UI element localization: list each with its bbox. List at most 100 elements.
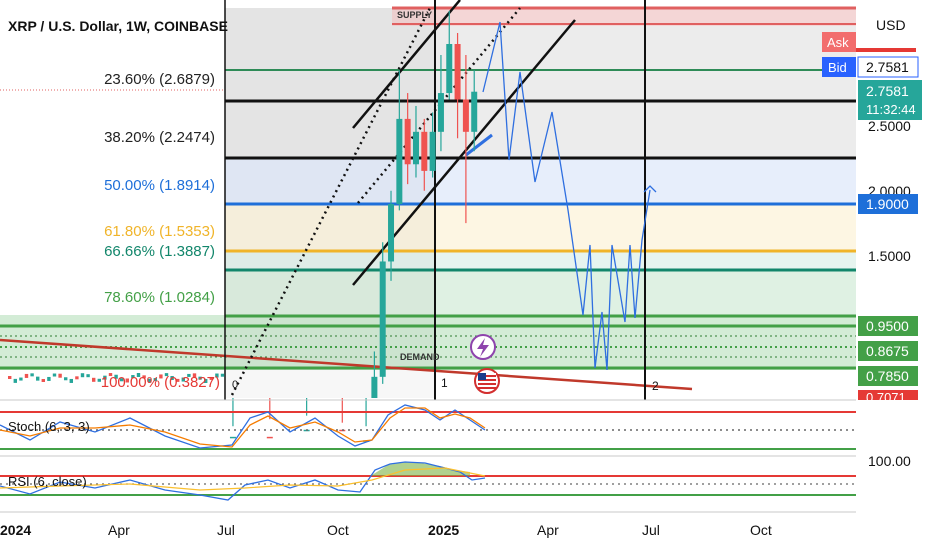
dotted-trend-outer: [230, 7, 432, 396]
early-candle: [131, 375, 135, 379]
rsi-label[interactable]: RSI (6, close): [8, 474, 87, 489]
early-candle: [69, 378, 73, 383]
ask-price-tag: [856, 48, 916, 52]
candle-body: [396, 118, 403, 204]
early-candle: [8, 376, 12, 379]
level-tag-08675-text: 0.8675: [866, 343, 909, 359]
fib-label-786: 78.60% (1.0284): [104, 289, 215, 306]
ask-button[interactable]: [822, 32, 856, 52]
level-tag-08675: [858, 341, 918, 361]
fib-zone-top: [225, 8, 856, 158]
early-candle: [192, 373, 197, 378]
early-candle: [103, 375, 107, 380]
time-axis[interactable]: 2024 Apr Jul Oct 2025 Apr Jul Oct: [0, 522, 772, 538]
early-candle: [176, 378, 180, 382]
early-candle: [142, 375, 146, 379]
projection-arrowhead: [643, 185, 657, 193]
symbol-title[interactable]: XRP / U.S. Dollar, 1W, COINBASE: [8, 18, 228, 34]
stoch-pane: Stoch (6, 3, 3): [0, 404, 856, 450]
bid-label: Bid: [828, 60, 847, 75]
currency-label[interactable]: USD: [876, 17, 906, 33]
early-candle: [209, 376, 213, 380]
candle-body: [412, 131, 419, 165]
candle-body: [429, 131, 436, 171]
bid-price-tag: [857, 56, 919, 78]
channel-upper: [352, 0, 461, 129]
marker-2-label: 2: [652, 379, 659, 393]
countdown: 11:32:44: [866, 102, 916, 117]
fib-label-100: 100.00% (0.3827): [101, 374, 220, 391]
candle-body: [471, 91, 478, 132]
candle-body: [229, 436, 236, 439]
price-axis[interactable]: USD Ask Bid 2.7581 2.7581 11:32:44 2.500…: [822, 0, 932, 512]
time-label-oct-2024: Oct: [327, 522, 349, 538]
early-candle: [92, 377, 96, 382]
early-candle: [86, 374, 90, 378]
blue-short-segment: [465, 133, 493, 157]
candle-body: [371, 376, 378, 398]
candles-layer: [229, 11, 478, 442]
early-candle: [220, 373, 225, 377]
vertical-markers: [224, 0, 646, 400]
early-candle: [159, 374, 163, 379]
bid-button[interactable]: [822, 57, 856, 77]
early-candle: [64, 377, 68, 381]
rsi-pane: RSI (6, close): [0, 461, 856, 501]
candle-body: [388, 204, 395, 262]
level-tag-0950-text: 0.9500: [866, 318, 909, 334]
early-candle: [198, 376, 202, 380]
last-price-tag: [858, 80, 922, 120]
early-candle: [80, 373, 85, 378]
candle-body: [421, 131, 428, 171]
candle-body: [404, 118, 411, 165]
early-candle: [75, 376, 79, 380]
early-candle: [108, 373, 113, 377]
price-tick-250: 2.5000: [868, 118, 911, 134]
early-candle: [153, 378, 157, 382]
early-candle: [181, 377, 185, 382]
early-candle: [170, 376, 174, 381]
fib-label-382: 38.20% (2.2474): [104, 129, 215, 146]
candle-body: [266, 436, 273, 439]
level-tag-190: [858, 194, 918, 214]
early-candle: [41, 378, 45, 382]
early-candle: [30, 373, 34, 377]
demand-zone: [0, 315, 856, 370]
early-candle: [148, 378, 152, 383]
bid-price: 2.7581: [866, 59, 909, 75]
fib-label-50: 50.00% (1.8914): [104, 177, 215, 194]
descending-trendline: [0, 338, 693, 391]
projection-path: [482, 21, 651, 371]
time-label-oct-2025: Oct: [750, 522, 772, 538]
level-tag-0785: [858, 366, 918, 386]
candle-body: [446, 44, 453, 94]
candle-body: [462, 99, 469, 132]
rsi-tick-100: 100.00: [868, 453, 911, 469]
early-candle: [19, 377, 23, 381]
early-candle: [114, 374, 118, 379]
early-candle: [52, 373, 57, 377]
stoch-label[interactable]: Stoch (6, 3, 3): [8, 419, 90, 434]
early-candle: [125, 378, 129, 383]
fib-zone-50: [225, 158, 856, 204]
early-candle: [13, 378, 17, 383]
early-candle: [204, 378, 208, 383]
time-label-2025: 2025: [428, 522, 459, 538]
early-candle: [58, 373, 62, 378]
rsi-ma-line: [0, 467, 486, 491]
supply-label: SUPPLY: [397, 10, 432, 20]
us-flag-icon[interactable]: [474, 368, 500, 394]
early-candle: [47, 376, 51, 381]
time-label-jul-2025: Jul: [642, 522, 660, 538]
level-tag-0785-text: 0.7850: [866, 368, 909, 384]
ask-label: Ask: [827, 35, 849, 50]
fib-label-236: 23.60% (2.6879): [104, 71, 215, 88]
early-candles-layer: [8, 373, 225, 383]
level-tag-0950: [858, 316, 918, 336]
time-label-apr-2024: Apr: [108, 522, 130, 538]
ideas-lightning-icon[interactable]: [470, 334, 496, 360]
last-price: 2.7581: [866, 83, 909, 99]
time-label-apr-2025: Apr: [537, 522, 559, 538]
fib-label-618: 61.80% (1.5353): [104, 223, 215, 240]
